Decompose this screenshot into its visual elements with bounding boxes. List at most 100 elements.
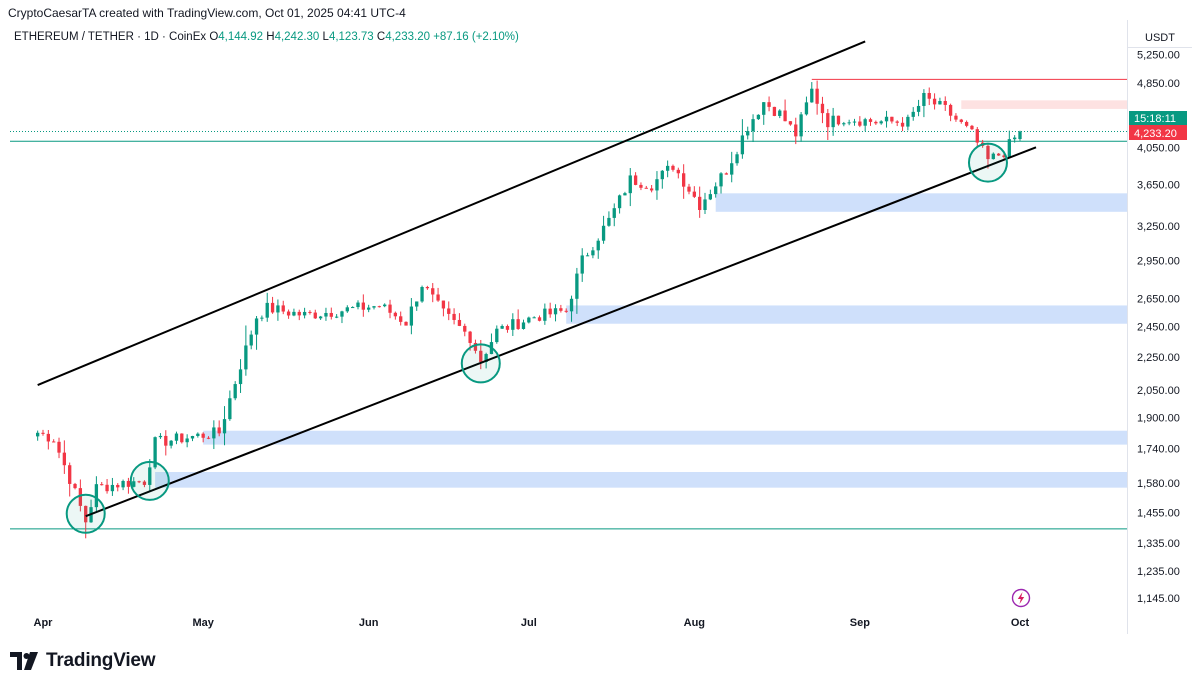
- candle-body: [164, 435, 168, 446]
- price-tick-label: 4,050.00: [1137, 142, 1180, 154]
- candle-body: [468, 331, 472, 343]
- candle-body: [62, 452, 67, 466]
- candle: [180, 433, 184, 444]
- candle: [404, 321, 408, 326]
- candle-body: [313, 312, 317, 319]
- candle-body: [425, 286, 430, 289]
- candle: [505, 324, 510, 333]
- candle-body: [559, 308, 563, 311]
- candle-body: [302, 311, 307, 316]
- candle-body: [569, 298, 574, 312]
- time-tick-label: Oct: [1011, 617, 1030, 629]
- candle-body: [153, 437, 157, 468]
- low-label: L: [322, 31, 329, 43]
- candle: [623, 191, 627, 196]
- candle: [815, 80, 819, 115]
- candle: [190, 435, 195, 442]
- candle: [148, 459, 152, 491]
- candle-body: [292, 311, 296, 316]
- candle-body: [842, 123, 846, 125]
- candle: [356, 300, 360, 310]
- candle: [649, 184, 654, 193]
- candle: [580, 248, 584, 282]
- candle-body: [457, 319, 462, 326]
- close-label: C: [376, 31, 386, 43]
- candle-body: [591, 250, 595, 256]
- candle: [137, 480, 141, 484]
- candle-body: [340, 311, 344, 317]
- price-axis[interactable]: 5,250.00 4,850.00 4,050.00 3,650.00 3,250.00…: [1137, 50, 1180, 605]
- price-tick-label: 1,580.00: [1137, 478, 1180, 490]
- candle-body: [356, 302, 360, 308]
- open-value: 4,144.92: [218, 31, 264, 43]
- candle-body: [730, 163, 734, 175]
- candle-body: [922, 92, 926, 106]
- candle-body: [959, 119, 963, 122]
- time-tick-label: Aug: [684, 617, 705, 629]
- support-touch-circle-2: [460, 343, 501, 384]
- candle: [762, 101, 766, 125]
- candle-body: [708, 194, 713, 200]
- candle: [719, 172, 723, 194]
- candle: [863, 117, 867, 132]
- candle: [345, 305, 349, 313]
- candle: [447, 301, 451, 321]
- candle: [292, 308, 296, 317]
- candle: [270, 296, 275, 314]
- candle-body: [110, 484, 115, 492]
- price-tick-label: 1,740.00: [1137, 444, 1180, 456]
- candle: [425, 285, 430, 290]
- candle: [756, 114, 761, 120]
- candle: [836, 115, 841, 126]
- candle-body: [73, 483, 77, 489]
- candle-body: [148, 467, 152, 485]
- candle: [804, 96, 809, 116]
- candle-body: [361, 302, 365, 310]
- support-touch-circle-0: [65, 493, 106, 534]
- candle-body: [84, 505, 88, 523]
- candle-body: [1007, 139, 1011, 158]
- candle-body: [831, 115, 835, 128]
- candle-body: [484, 354, 488, 362]
- candle-body: [756, 114, 761, 120]
- candle: [206, 436, 211, 440]
- candle: [100, 481, 104, 486]
- candle-body: [116, 484, 120, 488]
- candle: [954, 113, 958, 122]
- candle: [431, 283, 435, 303]
- candle: [121, 479, 125, 491]
- time-tick-label: Sep: [850, 617, 870, 629]
- candle-body: [719, 173, 723, 187]
- candle-body: [900, 122, 905, 127]
- currency-label[interactable]: USDT: [1128, 29, 1192, 48]
- candle-body: [986, 145, 990, 160]
- candle: [730, 151, 734, 183]
- candle-body: [932, 98, 937, 105]
- symbol-name[interactable]: ETHEREUM / TETHER · 1D · CoinEx: [14, 31, 207, 43]
- candle: [970, 124, 974, 131]
- candle: [132, 477, 136, 488]
- tradingview-brand[interactable]: TradingView: [10, 649, 156, 673]
- candle-body: [463, 325, 467, 332]
- candle-body: [537, 317, 542, 321]
- candle: [126, 477, 131, 494]
- candle: [794, 117, 798, 145]
- zones-layer: [155, 100, 1128, 488]
- lightning-bolt-icon[interactable]: [1011, 588, 1031, 608]
- candle: [420, 285, 424, 303]
- candle: [329, 307, 333, 320]
- candle-body: [121, 480, 125, 488]
- candle-body: [553, 308, 558, 315]
- candle-body: [431, 288, 435, 295]
- candle-body: [190, 435, 195, 439]
- candle: [116, 483, 120, 492]
- candle-body: [964, 121, 969, 126]
- candle-body: [991, 153, 995, 160]
- candle-body: [479, 350, 483, 362]
- candle-body: [906, 116, 910, 127]
- candle: [511, 313, 515, 336]
- price-tick-label: 4,850.00: [1137, 78, 1180, 90]
- time-axis[interactable]: Apr May Jun Jul Aug Sep Oct: [34, 617, 1030, 629]
- candle-body: [794, 124, 798, 137]
